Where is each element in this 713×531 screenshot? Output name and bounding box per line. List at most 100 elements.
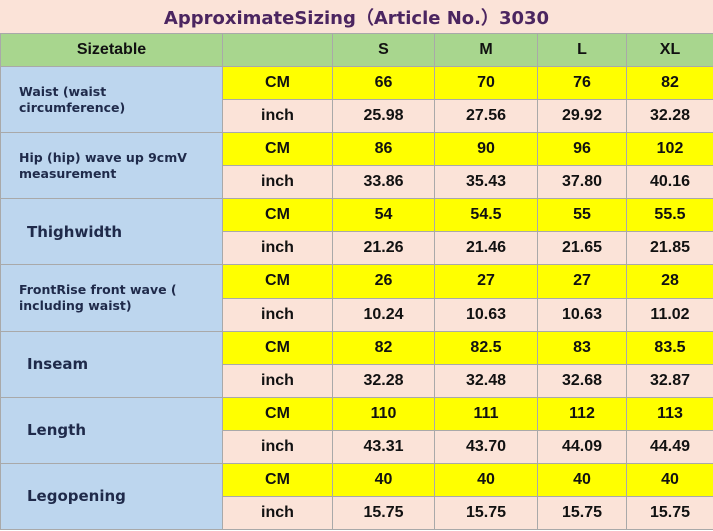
- measurement-label-text: Hip (hip) wave up 9cmV measurement: [19, 149, 187, 181]
- value-cell: 55: [537, 198, 627, 233]
- table-row: inch 43.31 43.70 44.09 44.49: [1, 429, 713, 464]
- value-cell: 111: [434, 396, 538, 431]
- measurement-label: Waist (waist circumference): [0, 66, 223, 134]
- value-cell: 15.75: [332, 495, 435, 531]
- unit-cell-cm: CM: [222, 132, 333, 167]
- table-row: inch 32.28 32.48 32.68 32.87: [1, 363, 713, 398]
- value-cell: 113: [626, 396, 713, 431]
- unit-cell-cm: CM: [222, 330, 333, 365]
- measurement-label: Hip (hip) wave up 9cmV measurement: [0, 132, 223, 200]
- size-header-xl: XL: [626, 32, 713, 68]
- value-cell: 54.5: [434, 198, 538, 233]
- measurement-label: FrontRise front wave ( including waist): [0, 264, 223, 332]
- unit-cell-inch: inch: [222, 297, 333, 332]
- value-cell: 54: [332, 198, 435, 233]
- unit-cell-inch: inch: [222, 363, 333, 398]
- value-cell: 27: [537, 264, 627, 299]
- page-title: ApproximateSizing（Article No.）3030: [0, 0, 713, 33]
- value-cell: 90: [434, 132, 538, 167]
- measurement-label: Inseam: [0, 330, 223, 398]
- value-cell: 35.43: [434, 165, 538, 200]
- value-cell: 32.68: [537, 363, 627, 398]
- value-cell: 83.5: [626, 330, 713, 365]
- value-cell: 82: [626, 66, 713, 101]
- measurement-label: Thighwidth: [0, 198, 223, 266]
- table-row: inch 15.75 15.75 15.75 15.75: [1, 495, 713, 531]
- table-row: inch 21.26 21.46 21.65 21.85: [1, 231, 713, 266]
- value-cell: 25.98: [332, 99, 435, 134]
- value-cell: 76: [537, 66, 627, 101]
- value-cell: 70: [434, 66, 538, 101]
- value-cell: 96: [537, 132, 627, 167]
- table-row: FrontRise front wave ( including waist) C…: [0, 264, 713, 332]
- value-cell: 44.49: [626, 429, 713, 464]
- table-row: Inseam CM 82 82.5 83 83.5: [0, 330, 713, 398]
- unit-cell-cm: CM: [222, 198, 333, 233]
- value-cell: 21.46: [434, 231, 538, 266]
- table-row: inch 25.98 27.56 29.92 32.28: [1, 99, 713, 134]
- value-cell: 21.26: [332, 231, 435, 266]
- unit-cell-inch: inch: [222, 231, 333, 266]
- table-row: Length CM 110 111 112 113: [0, 396, 713, 464]
- unit-header: [222, 32, 333, 68]
- measurement-label-text: Thighwidth: [27, 222, 123, 241]
- value-cell: 40: [332, 462, 435, 497]
- table-row: inch 33.86 35.43 37.80 40.16: [1, 165, 713, 200]
- size-table: Sizetable S M L XL Waist (waist circumfe…: [0, 32, 713, 531]
- measurement-label-text: Length: [27, 421, 86, 440]
- value-cell: 10.63: [434, 297, 538, 332]
- size-header-s: S: [332, 32, 435, 68]
- value-cell: 27: [434, 264, 538, 299]
- measurement-label-text: Waist (waist circumference): [19, 83, 126, 115]
- size-header-m: M: [434, 32, 538, 68]
- table-row: Thighwidth CM 54 54.5 55 55.5: [0, 198, 713, 266]
- table-row: Waist (waist circumference) CM 66 70 76 82: [0, 66, 713, 134]
- sizetable-header: Sizetable: [0, 32, 223, 68]
- measurement-label: Legopening: [0, 462, 223, 531]
- value-cell: 21.85: [626, 231, 713, 266]
- value-cell: 102: [626, 132, 713, 167]
- value-cell: 82.5: [434, 330, 538, 365]
- value-cell: 10.63: [537, 297, 627, 332]
- unit-cell-inch: inch: [222, 165, 333, 200]
- value-cell: 55.5: [626, 198, 713, 233]
- value-cell: 15.75: [434, 495, 538, 531]
- value-cell: 66: [332, 66, 435, 101]
- unit-cell-cm: CM: [222, 396, 333, 431]
- measurement-label-text: FrontRise front wave ( including waist): [19, 282, 177, 313]
- unit-cell-cm: CM: [222, 462, 333, 497]
- value-cell: 21.65: [537, 231, 627, 266]
- value-cell: 112: [537, 396, 627, 431]
- value-cell: 32.28: [332, 363, 435, 398]
- value-cell: 27.56: [434, 99, 538, 134]
- table-row: Hip (hip) wave up 9cmV measurement CM 86 90…: [0, 132, 713, 200]
- unit-cell-cm: CM: [222, 66, 333, 101]
- value-cell: 32.87: [626, 363, 713, 398]
- value-cell: 43.31: [332, 429, 435, 464]
- table-row: Legopening CM 40 40 40 40: [0, 462, 713, 531]
- value-cell: 40: [434, 462, 538, 497]
- value-cell: 110: [332, 396, 435, 431]
- unit-cell-inch: inch: [222, 429, 333, 464]
- value-cell: 44.09: [537, 429, 627, 464]
- table-row: inch 10.24 10.63 10.63 11.02: [1, 297, 713, 332]
- value-cell: 83: [537, 330, 627, 365]
- unit-cell-cm: CM: [222, 264, 333, 299]
- value-cell: 43.70: [434, 429, 538, 464]
- value-cell: 40: [626, 462, 713, 497]
- size-header-l: L: [537, 32, 627, 68]
- measurement-label: Length: [0, 396, 223, 464]
- value-cell: 10.24: [332, 297, 435, 332]
- value-cell: 29.92: [537, 99, 627, 134]
- measurement-label-text: Inseam: [27, 355, 89, 374]
- value-cell: 32.28: [626, 99, 713, 134]
- value-cell: 26: [332, 264, 435, 299]
- value-cell: 86: [332, 132, 435, 167]
- unit-cell-inch: inch: [222, 495, 333, 531]
- value-cell: 32.48: [434, 363, 538, 398]
- unit-cell-inch: inch: [222, 99, 333, 134]
- value-cell: 15.75: [537, 495, 627, 531]
- table-header-row: Sizetable S M L XL: [0, 32, 713, 68]
- value-cell: 28: [626, 264, 713, 299]
- measurement-label-text: Legopening: [27, 487, 126, 506]
